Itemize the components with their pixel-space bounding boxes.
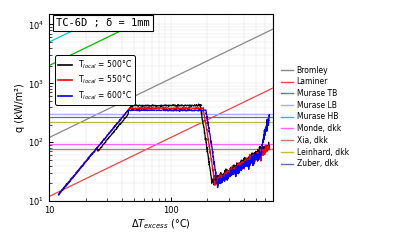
Text: TC-6D ; δ = 1mm: TC-6D ; δ = 1mm — [55, 18, 149, 28]
X-axis label: $\Delta T_{excess}$ (°C): $\Delta T_{excess}$ (°C) — [131, 218, 191, 231]
Y-axis label: q (kW/m²): q (kW/m²) — [15, 83, 25, 132]
Legend: Bromley, Laminer, Murase TB, Murase LB, Murase HB, Monde, dkk, Xia, dkk, Leinhar: Bromley, Laminer, Murase TB, Murase LB, … — [281, 66, 349, 168]
Legend: T$_{\mathit{local}}$ = 500°C, T$_{\mathit{local}}$ = 550°C, T$_{\mathit{local}}$: T$_{\mathit{local}}$ = 500°C, T$_{\mathi… — [55, 55, 135, 105]
